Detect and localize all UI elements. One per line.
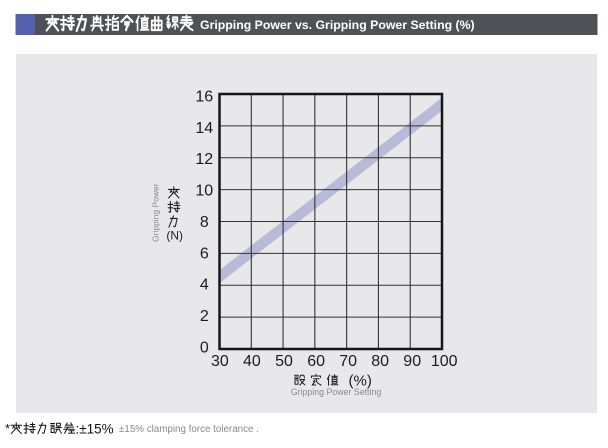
svg-text:2: 2 (200, 308, 209, 325)
svg-text:12: 12 (195, 151, 213, 168)
svg-text:(%): (%) (349, 372, 372, 389)
svg-text:10: 10 (195, 183, 213, 200)
svg-text:Gripping Power Setting: Gripping Power Setting (291, 387, 382, 397)
svg-text::±15%: :±15% (76, 421, 114, 436)
svg-text:16: 16 (195, 89, 213, 106)
svg-text:0: 0 (200, 339, 209, 356)
svg-text:70: 70 (339, 353, 357, 370)
svg-text:100: 100 (431, 353, 458, 370)
svg-text:8: 8 (200, 214, 209, 231)
svg-text:Gripping Power: Gripping Power (151, 183, 161, 242)
svg-text:60: 60 (307, 353, 325, 370)
svg-text:30: 30 (211, 353, 229, 370)
svg-text:(N): (N) (166, 228, 183, 242)
svg-text:14: 14 (195, 120, 213, 137)
svg-text:6: 6 (200, 245, 209, 262)
svg-text:90: 90 (403, 353, 421, 370)
svg-text:50: 50 (275, 353, 293, 370)
svg-text:Gripping Power vs. Gripping Po: Gripping Power vs. Gripping Power Settin… (200, 18, 475, 32)
svg-text:40: 40 (243, 353, 261, 370)
svg-text:*: * (5, 421, 10, 436)
svg-text:4: 4 (200, 277, 209, 294)
svg-text:±15% clamping force tolerance: ±15% clamping force tolerance . (119, 424, 259, 435)
svg-text:80: 80 (371, 353, 389, 370)
